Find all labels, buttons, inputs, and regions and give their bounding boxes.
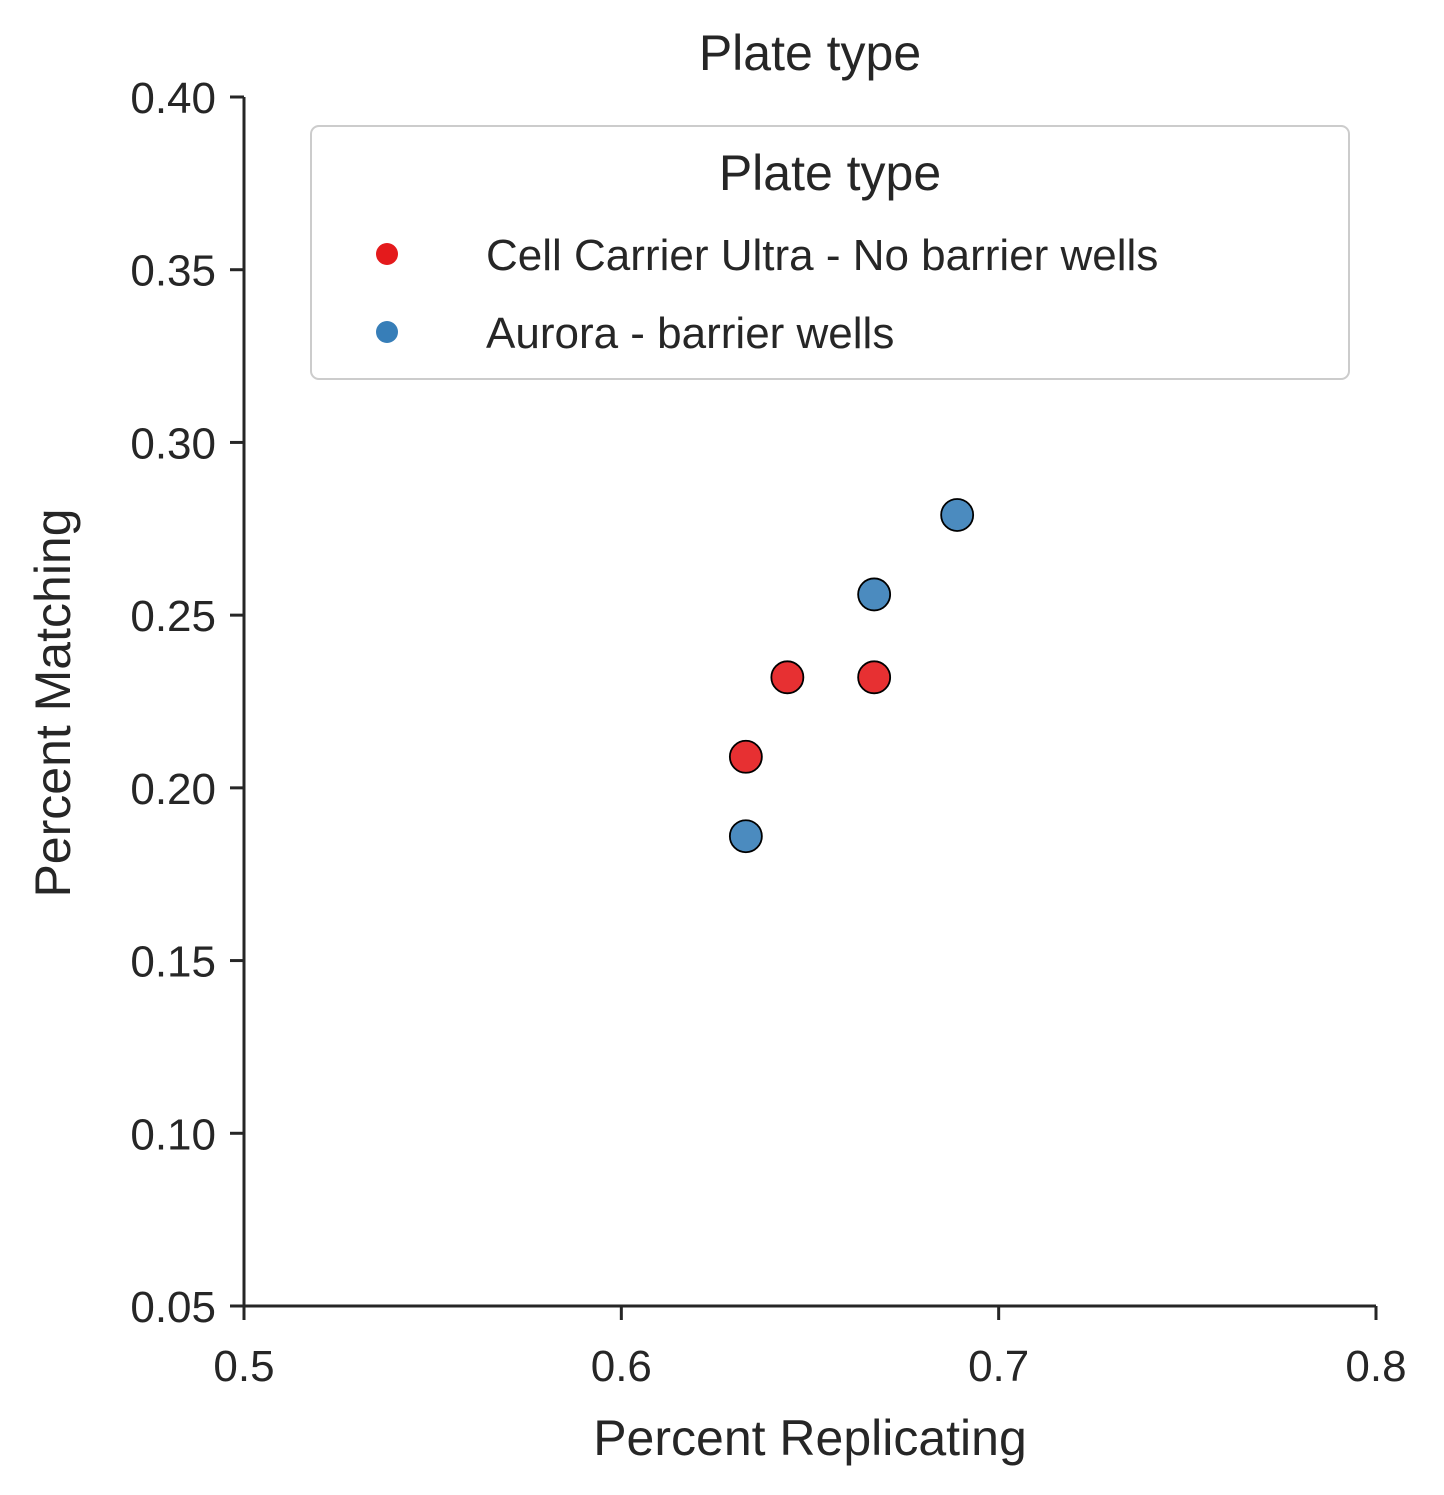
legend-frame	[310, 125, 1350, 380]
y-tick-label: 0.35	[130, 247, 216, 296]
y-tick-label: 0.30	[130, 419, 216, 468]
data-points	[728, 498, 975, 854]
legend-items: Cell Carrier Ultra - No barrier wells Aur…	[376, 231, 1158, 358]
data-point-series-1-0	[940, 498, 975, 532]
y-tick-label: 0.20	[130, 765, 216, 814]
x-tick-label: 0.6	[591, 1342, 652, 1391]
chart-title: Plate type	[699, 25, 921, 81]
legend-title: Plate type	[719, 145, 941, 201]
x-tick-label: 0.5	[213, 1342, 274, 1391]
data-point-series-0-2	[728, 739, 763, 774]
y-tick-label: 0.25	[130, 592, 216, 641]
data-point-series-0-1	[857, 660, 892, 695]
y-axis-label: Percent Matching	[25, 508, 81, 897]
y-tick-label: 0.05	[130, 1283, 216, 1332]
y-tick-label: 0.40	[130, 74, 216, 123]
legend-label: Aurora - barrier wells	[486, 309, 894, 358]
legend-marker	[376, 321, 398, 343]
legend: Plate type Cell Carrier Ultra - No barri…	[310, 125, 1350, 380]
legend-marker	[376, 243, 398, 265]
data-point-series-0-0	[770, 660, 805, 695]
data-point-series-1-2	[728, 819, 763, 854]
y-tick-label: 0.10	[130, 1110, 216, 1159]
axes: 0.5 0.6 0.7 0.8 0.05 0.10 0.15 0.20 0.25 0.30 0.35…	[130, 74, 1406, 1391]
y-tick-label: 0.15	[130, 938, 216, 987]
x-tick-label: 0.8	[1345, 1342, 1406, 1391]
legend-label: Cell Carrier Ultra - No barrier wells	[486, 231, 1158, 280]
x-axis-label: Percent Replicating	[593, 1410, 1027, 1466]
data-point-series-1-1	[857, 577, 892, 612]
x-tick-label: 0.7	[968, 1342, 1029, 1391]
